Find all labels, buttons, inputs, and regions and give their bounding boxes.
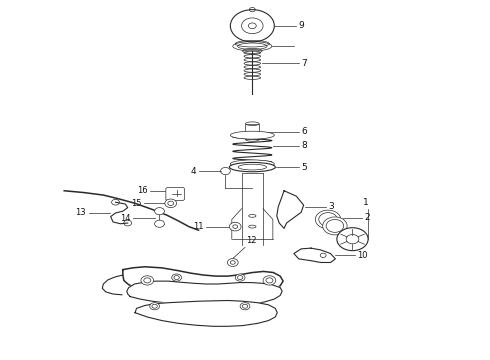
Text: 16: 16 [137,186,147,195]
FancyBboxPatch shape [166,188,184,201]
Ellipse shape [230,160,274,168]
Text: 15: 15 [131,199,142,208]
Circle shape [235,274,245,281]
Ellipse shape [248,225,256,228]
Text: 7: 7 [301,59,307,68]
Circle shape [141,276,154,285]
Circle shape [150,303,159,310]
Text: 5: 5 [301,163,307,172]
Polygon shape [135,301,277,326]
Text: 14: 14 [120,214,130,223]
Circle shape [229,222,241,231]
Text: 8: 8 [301,141,307,150]
Circle shape [337,228,368,251]
Circle shape [263,276,276,285]
Text: 6: 6 [301,127,307,136]
Ellipse shape [319,213,337,226]
Circle shape [240,303,250,310]
Circle shape [248,23,256,29]
Circle shape [155,220,164,227]
Text: 3: 3 [328,202,334,211]
Text: 11: 11 [193,222,203,231]
Circle shape [155,208,164,215]
Ellipse shape [230,131,274,139]
Bar [245,124,259,139]
Circle shape [172,274,181,281]
Text: 9: 9 [299,21,304,30]
Circle shape [346,234,359,244]
Text: 2: 2 [365,213,370,222]
Ellipse shape [326,220,343,232]
Polygon shape [294,248,335,262]
Text: 12: 12 [246,236,257,245]
Text: 4: 4 [191,167,196,176]
Circle shape [227,258,238,266]
Circle shape [165,199,176,208]
Ellipse shape [229,162,275,172]
Ellipse shape [248,215,256,217]
Polygon shape [123,267,283,293]
Polygon shape [127,281,282,306]
Ellipse shape [316,210,341,229]
Text: 1: 1 [363,198,369,207]
Ellipse shape [323,217,347,235]
Text: 13: 13 [75,208,86,217]
Text: 10: 10 [357,251,368,260]
